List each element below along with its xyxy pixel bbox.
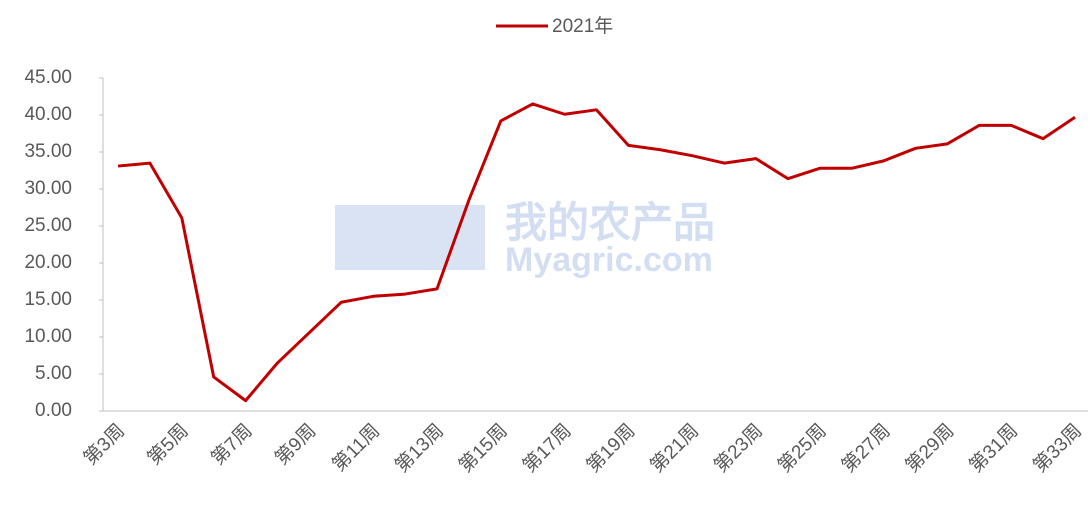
watermark: 我的农产品: [505, 199, 715, 246]
x-tick-label: 第29周: [901, 420, 958, 477]
watermark-logo: [335, 205, 485, 270]
x-tick-label: 第33周: [1029, 420, 1086, 477]
x-tick-label: 第23周: [710, 420, 767, 477]
x-tick-label: 第13周: [391, 420, 448, 477]
y-tick-label: 45.00: [24, 67, 72, 88]
x-tick-label: 第25周: [774, 420, 831, 477]
x-tick-label: 第9周: [271, 420, 321, 470]
x-tick-label: 第17周: [518, 420, 575, 477]
y-tick-label: 30.00: [24, 178, 72, 199]
x-tick-label: 第5周: [143, 420, 193, 470]
y-tick-label: 10.00: [24, 326, 72, 347]
x-tick-label: 第7周: [207, 420, 257, 470]
x-tick-label: 第21周: [646, 420, 703, 477]
y-tick-label: 15.00: [24, 289, 72, 310]
y-tick-label: 0.00: [35, 400, 72, 421]
legend-label: 2021年: [552, 15, 613, 37]
line-series: [117, 102, 1076, 403]
x-tick-label: 第3周: [79, 420, 129, 470]
watermark: Myagric.com: [505, 241, 713, 279]
y-tick-label: 5.00: [35, 363, 72, 384]
y-tick-label: 20.00: [24, 252, 72, 273]
x-tick-label: 第15周: [455, 420, 512, 477]
x-tick-label: 第19周: [582, 420, 639, 477]
y-tick-label: 25.00: [24, 215, 72, 236]
y-tick-label: 35.00: [24, 141, 72, 162]
x-tick-label: 第27周: [837, 420, 894, 477]
y-tick-label: 40.00: [24, 104, 72, 125]
x-tick-label: 第31周: [965, 420, 1022, 477]
x-tick-label: 第11周: [328, 420, 384, 476]
